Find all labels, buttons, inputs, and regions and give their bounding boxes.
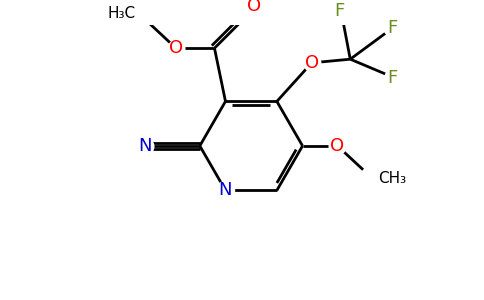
Text: O: O [331, 137, 345, 155]
Text: F: F [334, 2, 345, 20]
Text: O: O [169, 39, 183, 57]
Text: H₃C: H₃C [107, 6, 136, 21]
Text: N: N [219, 182, 232, 200]
Text: O: O [247, 0, 261, 15]
Text: F: F [387, 68, 397, 86]
Text: O: O [304, 54, 319, 72]
Text: CH₃: CH₃ [378, 171, 406, 186]
Text: N: N [138, 137, 151, 155]
Text: F: F [387, 19, 397, 37]
